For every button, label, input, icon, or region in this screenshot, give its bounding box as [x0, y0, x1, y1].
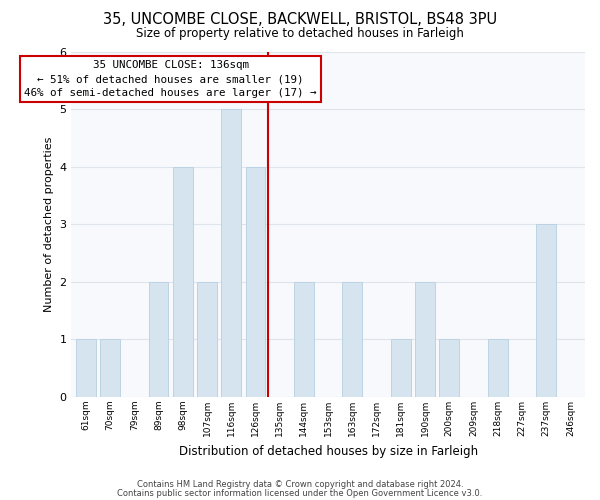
Bar — [488, 340, 508, 397]
Bar — [76, 340, 96, 397]
Bar — [294, 282, 314, 397]
Bar — [391, 340, 411, 397]
Bar — [439, 340, 459, 397]
Bar — [343, 282, 362, 397]
Text: Contains public sector information licensed under the Open Government Licence v3: Contains public sector information licen… — [118, 489, 482, 498]
Y-axis label: Number of detached properties: Number of detached properties — [44, 136, 54, 312]
Bar — [221, 109, 241, 397]
Text: Contains HM Land Registry data © Crown copyright and database right 2024.: Contains HM Land Registry data © Crown c… — [137, 480, 463, 489]
Bar — [197, 282, 217, 397]
Text: 35 UNCOMBE CLOSE: 136sqm
← 51% of detached houses are smaller (19)
46% of semi-d: 35 UNCOMBE CLOSE: 136sqm ← 51% of detach… — [25, 60, 317, 98]
Text: Size of property relative to detached houses in Farleigh: Size of property relative to detached ho… — [136, 28, 464, 40]
Bar — [415, 282, 435, 397]
Bar — [245, 166, 265, 397]
Text: 35, UNCOMBE CLOSE, BACKWELL, BRISTOL, BS48 3PU: 35, UNCOMBE CLOSE, BACKWELL, BRISTOL, BS… — [103, 12, 497, 28]
X-axis label: Distribution of detached houses by size in Farleigh: Distribution of detached houses by size … — [179, 444, 478, 458]
Bar — [100, 340, 120, 397]
Bar — [149, 282, 169, 397]
Bar — [536, 224, 556, 397]
Bar — [173, 166, 193, 397]
